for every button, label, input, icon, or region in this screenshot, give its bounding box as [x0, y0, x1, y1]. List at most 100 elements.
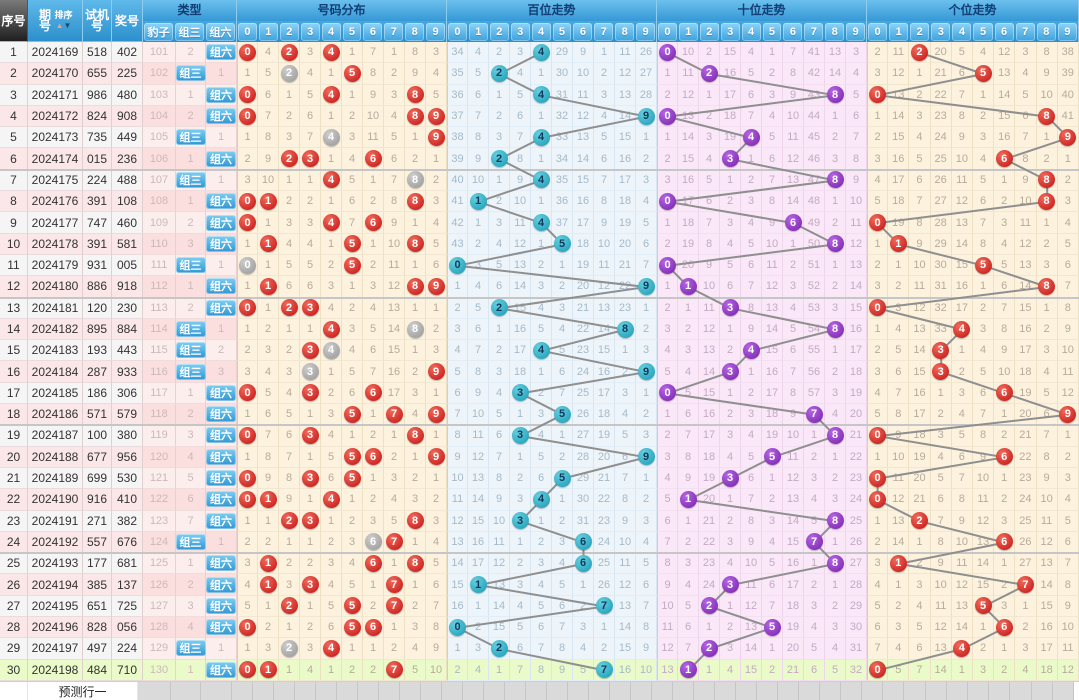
- hundreds-miss-cell: 41: [447, 191, 468, 213]
- tens-miss-cell: 9: [846, 169, 867, 192]
- dist-cell: 0: [237, 297, 258, 319]
- hundreds-miss-cell: 9: [468, 382, 489, 405]
- dist-cell: 8: [258, 127, 279, 149]
- tens-miss-cell: 2: [825, 467, 846, 490]
- tens-miss-cell: 12: [699, 318, 720, 341]
- digit-header-4: 4: [741, 22, 761, 41]
- dist-cell: 4: [321, 84, 342, 106]
- period-cell: 2024189: [28, 467, 83, 490]
- hundreds-hit-circle: 4: [532, 43, 550, 61]
- units-miss-cell: 1: [888, 254, 910, 277]
- units-miss-cell: 6: [972, 382, 995, 405]
- hundreds-miss-cell: 7: [468, 105, 489, 128]
- baozi-cell: 114: [143, 318, 176, 341]
- prize-digit-circle: 0: [239, 192, 256, 210]
- tens-miss-cell: 4: [678, 574, 699, 596]
- table-row: 16 2024184 287 933 116 组三 3 3 4 3 3 1 5 7 16 2 9 5 8 3 18 1 6 2…: [0, 361, 1079, 383]
- prize-number-cell: 908: [112, 105, 143, 128]
- dist-cell: 2: [363, 595, 384, 618]
- units-miss-cell: 13: [1036, 553, 1058, 575]
- hundreds-miss-cell: 10: [489, 510, 510, 532]
- pair-digit-circle: 3: [301, 363, 319, 381]
- tens-miss-cell: 9: [783, 84, 804, 106]
- units-miss-cell: 1: [867, 233, 889, 255]
- units-miss-cell: 5: [867, 595, 889, 618]
- hundreds-miss-cell: 9: [594, 212, 615, 234]
- zu6-cell: 组六: [206, 510, 237, 532]
- col-header-prize-number: 奖号: [112, 0, 143, 42]
- prize-digit-circle: 1: [259, 235, 277, 253]
- units-miss-cell: 2: [1036, 148, 1058, 170]
- tens-miss-cell: 29: [846, 595, 867, 618]
- units-miss-cell: 4: [972, 42, 995, 64]
- dist-cell: 1: [405, 574, 426, 596]
- dist-cell: 1: [279, 617, 300, 639]
- units-miss-cell: 12: [909, 297, 931, 319]
- dist-cell: 1: [321, 148, 342, 170]
- tens-miss-cell: 22: [699, 531, 720, 554]
- hundreds-miss-cell: 16: [615, 148, 636, 170]
- units-miss-cell: 19: [909, 446, 931, 468]
- units-miss-cell: 2: [994, 489, 1016, 511]
- footer-cell: [883, 682, 905, 700]
- dist-cell: 9: [279, 489, 300, 511]
- dist-cell: 3: [321, 276, 342, 298]
- tens-miss-cell: 2: [804, 446, 825, 468]
- table-row: 7 2024175 224 488 107 组三 1 3 10 1 1 4 5 1 7 8 2 40 10 1 9 4 35…: [0, 169, 1079, 192]
- footer-cell: [589, 682, 610, 700]
- zu3-active-tile: 组三: [175, 129, 206, 146]
- tens-hit-circle: 0: [659, 384, 676, 402]
- tens-miss-cell: 3: [657, 446, 678, 468]
- hundreds-miss-cell: 8: [552, 638, 573, 660]
- dist-cell: 6: [363, 212, 384, 234]
- tens-miss-cell: 11: [783, 127, 804, 149]
- dist-cell: 6: [321, 467, 342, 490]
- tens-hit-circle: 0: [659, 107, 676, 125]
- tens-miss-cell: 2: [699, 63, 720, 85]
- units-miss-cell: 0: [867, 297, 889, 319]
- prize-number-cell: 410: [112, 489, 143, 511]
- dist-cell: 6: [342, 191, 363, 213]
- tens-miss-cell: 13: [678, 105, 699, 128]
- sort-control[interactable]: 排序 ▲▼: [54, 11, 72, 30]
- hundreds-miss-cell: 1: [636, 297, 657, 319]
- hundreds-miss-cell: 6: [489, 425, 510, 447]
- dist-cell: 2: [363, 191, 384, 213]
- tens-miss-cell: 0: [657, 382, 678, 405]
- tens-miss-cell: 7: [741, 489, 762, 511]
- zu3-cell: 2: [176, 42, 206, 64]
- dist-cell: 4: [363, 297, 384, 319]
- hundreds-miss-cell: 19: [594, 425, 615, 447]
- dist-cell: 7: [363, 361, 384, 383]
- sort-asc-icon[interactable]: ▲: [55, 21, 64, 30]
- dist-cell: 7: [384, 595, 405, 618]
- hundreds-miss-cell: 5: [552, 404, 573, 426]
- tens-hit-circle: 2: [700, 64, 718, 82]
- prize-digit-circle: 0: [239, 384, 256, 402]
- dist-cell: 12: [384, 276, 405, 298]
- sort-label: 排序: [54, 10, 73, 20]
- zu3-cell: 组三: [175, 638, 206, 660]
- units-hit-circle: 8: [1038, 192, 1056, 210]
- tens-miss-cell: 19: [699, 467, 720, 490]
- units-miss-cell: 17: [1015, 340, 1037, 362]
- tens-miss-cell: 14: [741, 638, 762, 660]
- units-miss-cell: 1: [994, 404, 1016, 426]
- sort-desc-icon[interactable]: ▼: [63, 21, 72, 30]
- zu6-cell: 2: [206, 340, 237, 362]
- hundreds-miss-cell: 3: [447, 318, 468, 341]
- test-number-cell: 224: [83, 169, 112, 192]
- units-miss-cell: 5: [1057, 510, 1079, 532]
- prize-number-cell: 382: [112, 510, 143, 532]
- footer-cell: [1031, 682, 1053, 700]
- units-miss-cell: 2: [867, 531, 889, 554]
- dist-cell: 0: [237, 212, 258, 234]
- hundreds-miss-cell: 9: [573, 42, 594, 64]
- tens-miss-cell: 8: [825, 318, 846, 341]
- prize-digit-circle: 0: [239, 469, 256, 487]
- dist-cell: 1: [342, 84, 363, 106]
- units-miss-cell: 7: [1015, 574, 1037, 596]
- test-number-cell: 271: [83, 510, 112, 532]
- prize-digit-circle: 4: [322, 214, 340, 232]
- type-header-group: 类型 豹子 组三 组六: [143, 0, 237, 42]
